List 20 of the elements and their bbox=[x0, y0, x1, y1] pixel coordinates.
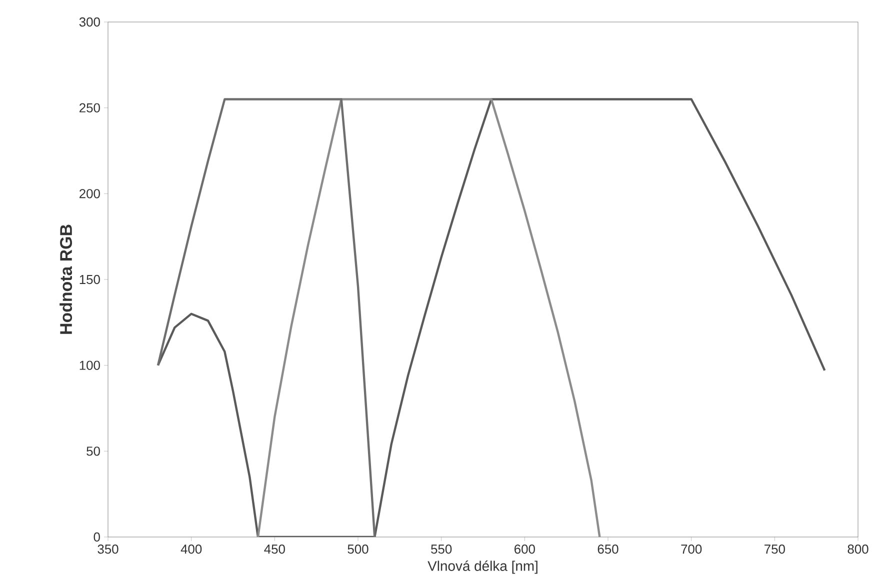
x-tick-label: 400 bbox=[180, 544, 202, 554]
x-tick-label: 500 bbox=[348, 544, 368, 554]
y-tick-label: 150 bbox=[80, 274, 100, 284]
line-series bbox=[256, 98, 601, 537]
x-tick-label: 600 bbox=[514, 544, 535, 554]
x-tick-label: 350 bbox=[98, 544, 118, 554]
y-tick-label: 200 bbox=[80, 189, 100, 198]
x-tick-label: 700 bbox=[681, 544, 702, 554]
x-axis-title: Vlnová délka [nm] bbox=[428, 560, 538, 574]
x-tick-label: 750 bbox=[764, 544, 785, 554]
y-tick-label: 50 bbox=[86, 446, 100, 456]
x-tick-label: 650 bbox=[598, 544, 618, 554]
y-tick-label: 100 bbox=[80, 360, 100, 370]
y-axis-title: Hodnota RGB bbox=[60, 224, 72, 334]
y-tick-label: 250 bbox=[80, 103, 100, 112]
x-tick-label: 550 bbox=[431, 544, 452, 554]
y-tick-label: 300 bbox=[79, 17, 100, 27]
x-tick-label: 450 bbox=[264, 544, 285, 554]
y-tick-label: 0 bbox=[94, 532, 100, 542]
x-tick-label: 800 bbox=[848, 544, 868, 554]
